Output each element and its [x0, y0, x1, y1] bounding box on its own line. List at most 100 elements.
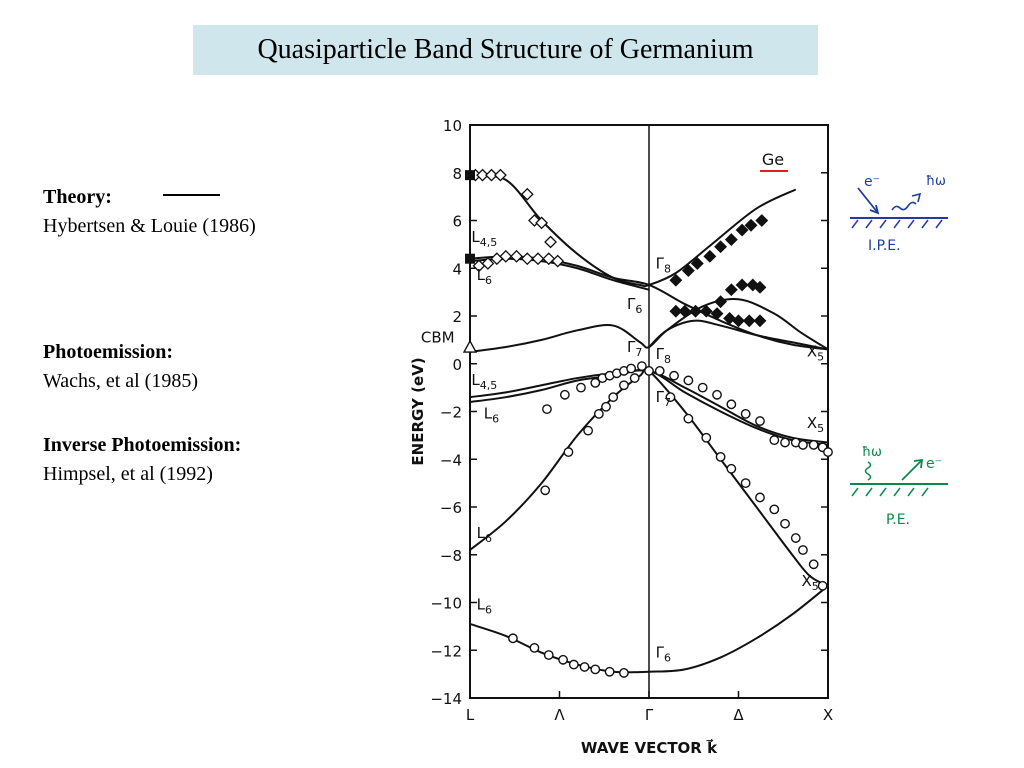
photoemission-point [508, 633, 518, 644]
inverse-ref: Himpsel, et al (1992) [43, 463, 213, 485]
y-tick-label: 2 [452, 308, 462, 326]
band-label: X5 [807, 414, 824, 435]
photoemission-point [712, 389, 722, 400]
photoemission-point [619, 380, 629, 391]
photoemission-point [808, 440, 819, 450]
inverse-photoemission-point [669, 273, 683, 287]
theory-ref: Hybertsen & Louie (1986) [43, 215, 256, 237]
inverse-photoemission-point [724, 233, 738, 247]
y-tick-label: −2 [440, 404, 462, 422]
band-label: L4,5 [471, 228, 497, 249]
inverse-photoemission-point [520, 187, 534, 201]
photoemission-point [740, 408, 751, 419]
inverse-photoemission-point [689, 304, 702, 318]
photoemission-point [590, 377, 601, 388]
photoemission-point [608, 392, 619, 403]
theory-curve-c1 [469, 175, 797, 288]
photoemission-point [558, 654, 568, 665]
photoemission-point [601, 401, 611, 412]
inverse-heading: Inverse Photoemission: [43, 434, 242, 456]
band-label: Γ6 [627, 295, 642, 316]
inverse-photoemission-point [535, 216, 549, 230]
inverse-photoemission-point [703, 249, 717, 263]
photoemission-point [579, 662, 590, 672]
inverse-photoemission-point [710, 307, 724, 321]
inverse-photoemission-point [755, 214, 769, 227]
photoemission-point [798, 440, 808, 450]
inverse-photoemission-point [551, 254, 565, 268]
inverse-photoemission-point [735, 223, 749, 237]
photoemission-point [823, 447, 833, 457]
inverse-photoemission-point [742, 314, 756, 328]
pe-electron-label: e⁻ [926, 456, 942, 472]
inverse-photoemission-point [481, 257, 495, 270]
photoemission-point [654, 366, 665, 376]
pe-annotation: ħω e⁻ P.E. [850, 445, 948, 528]
band-label: Γ7 [627, 338, 642, 359]
photoemission-point [817, 580, 828, 591]
photoemission-point [629, 373, 640, 383]
inverse-photoemission-point [732, 314, 745, 328]
photoemission-point [798, 545, 808, 555]
slide-title-box: Quasiparticle Band Structure of Germaniu… [193, 25, 818, 75]
photoemission-point [542, 404, 552, 415]
band-label: Γ7 [656, 388, 671, 409]
y-tick-label: −10 [430, 595, 462, 613]
y-tick-label: 8 [452, 165, 462, 183]
photoemission-point [604, 666, 615, 677]
photoemission-point [644, 366, 654, 376]
inverse-photoemission-point [678, 304, 692, 318]
pe-label: P.E. [886, 512, 910, 528]
inverse-photoemission-point [723, 311, 736, 325]
photoemission-point [626, 363, 636, 374]
photoemission-legend: Photoemission: Wachs, et al (1985) [43, 338, 198, 396]
photoemission-point [726, 463, 737, 474]
ipe-annotation: e⁻ ħω I.P.E. [850, 174, 948, 254]
y-tick-label: −8 [440, 547, 462, 565]
photo-ref: Wachs, et al (1985) [43, 370, 198, 392]
band-label: L6 [484, 405, 499, 426]
photoemission-point [593, 408, 604, 419]
photoemission-point [769, 435, 780, 446]
photoemission-point [576, 382, 586, 393]
photoemission-point [697, 382, 708, 393]
photoemission-point [619, 668, 629, 678]
x-tick-label: L [466, 706, 475, 724]
band-label: X5 [807, 343, 824, 364]
y-tick-label: 6 [452, 213, 462, 231]
band-label: Γ8 [656, 254, 671, 275]
x-tick-label: Γ [645, 706, 654, 724]
photoemission-point [559, 389, 570, 400]
photoemission-point [790, 533, 801, 543]
cbm-triangle-point [462, 339, 478, 353]
theory-legend: Theory: Hybertsen & Louie (1986) [43, 183, 256, 241]
y-tick-label: −4 [440, 451, 462, 469]
theory-line-sample [163, 194, 220, 196]
photoemission-point [568, 659, 579, 670]
ipe-label: I.P.E. [868, 238, 901, 254]
inverse-photoemission-point [714, 295, 728, 309]
y-axis-label: ENERGY (eV) [409, 357, 427, 465]
photoemission-point [755, 492, 765, 503]
band-label: Γ6 [656, 643, 671, 664]
photoemission-point [715, 451, 726, 462]
band-label: L6 [477, 524, 492, 545]
y-tick-label: −6 [440, 499, 462, 517]
photo-heading: Photoemission: [43, 341, 173, 363]
photoemission-point [590, 664, 601, 675]
y-tick-label: 4 [452, 260, 462, 278]
inverse-photoemission-point [681, 264, 695, 278]
x-axis-label: WAVE VECTOR k⃗ [581, 738, 718, 757]
x-tick-label: Δ [733, 706, 744, 724]
photoemission-point [780, 518, 790, 529]
photoemission-point [701, 432, 712, 443]
x-tick-label: X [823, 706, 833, 724]
band-label: L4,5 [471, 371, 497, 392]
inverse-photoemission-point [744, 218, 758, 232]
edge-square-point [465, 170, 475, 181]
pe-photon-label: ħω [862, 445, 882, 460]
inverse-photoemission-point [669, 304, 683, 318]
photoemission-point [683, 413, 694, 424]
photoemission-point [540, 485, 551, 496]
